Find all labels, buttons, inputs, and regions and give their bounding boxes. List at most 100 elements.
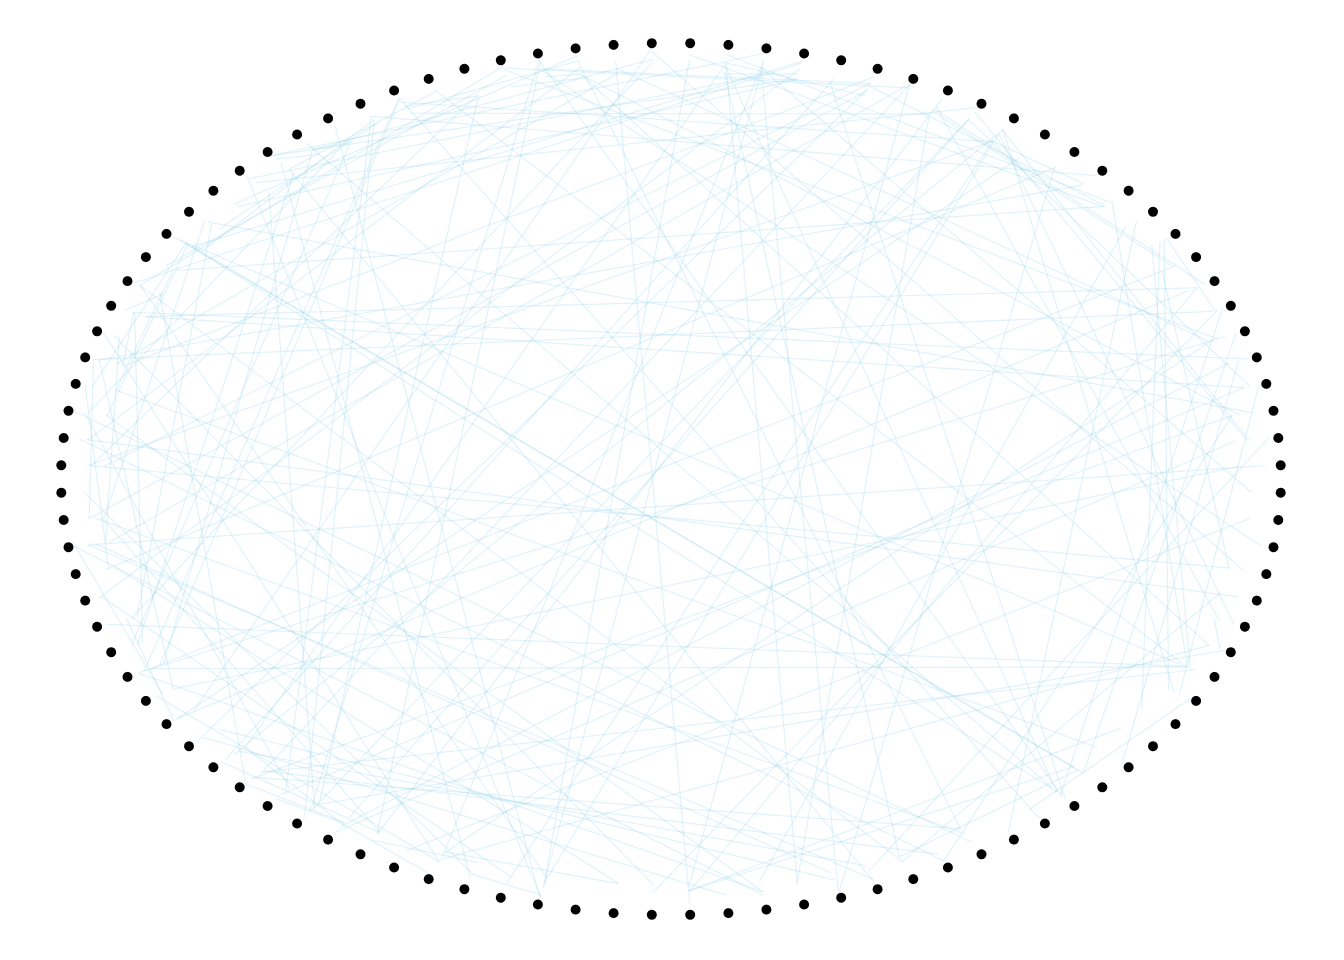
graph-edge — [867, 438, 1269, 872]
graph-edge — [504, 69, 1218, 340]
graph-edge — [94, 517, 966, 835]
graph-node — [1170, 719, 1181, 730]
graph-edge — [689, 54, 1104, 208]
graph-node — [122, 671, 133, 682]
graph-edge — [108, 82, 912, 544]
graph-edge — [233, 55, 578, 205]
graph-edge — [99, 68, 800, 599]
graph-edge — [725, 62, 799, 884]
graph-edge — [185, 243, 1058, 793]
graph-edge — [84, 384, 110, 570]
graph-node — [459, 884, 470, 895]
graph-edge — [88, 465, 1266, 546]
graph-edge — [105, 414, 764, 893]
graph-edge — [106, 243, 189, 416]
graph-edge — [289, 169, 875, 883]
graph-edge — [179, 240, 1075, 768]
graph-edge — [991, 140, 1085, 185]
graph-node — [532, 48, 543, 59]
graph-node — [1225, 647, 1236, 658]
graph-edge — [616, 67, 1209, 342]
graph-node — [58, 433, 69, 443]
graph-node — [63, 542, 74, 553]
graph-edge — [1002, 129, 1175, 693]
graph-edge — [317, 649, 1226, 806]
graph-edge — [725, 62, 865, 97]
graph-node — [292, 818, 303, 829]
graph-edge — [615, 60, 691, 904]
graph-edge — [1121, 360, 1240, 764]
graph-edge — [103, 219, 206, 518]
graph-node — [723, 908, 734, 919]
graph-edge — [174, 465, 1240, 690]
graph-edge — [334, 125, 541, 899]
graph-edge — [268, 190, 316, 809]
graph-edge — [401, 101, 993, 143]
graph-edge — [444, 851, 619, 885]
graph-node — [1191, 252, 1202, 263]
graph-edge — [285, 116, 372, 792]
graph-node — [106, 300, 117, 311]
graph-edge — [348, 119, 969, 818]
graph-edge — [371, 839, 479, 864]
graph-edge — [688, 766, 1075, 892]
graph-node — [161, 719, 172, 730]
graph-edge — [78, 438, 944, 862]
graph-node — [872, 63, 883, 74]
graph-node — [355, 849, 366, 860]
graph-edge — [249, 74, 762, 179]
graph-node — [234, 165, 245, 176]
graph-node — [1148, 206, 1158, 217]
graph-edge — [203, 736, 727, 896]
graph-edge — [759, 226, 1127, 882]
graph-edge — [442, 59, 765, 857]
graph-edge — [510, 77, 583, 88]
graph-edge — [74, 545, 163, 695]
graph-edge — [1001, 129, 1250, 441]
graph-edge — [688, 286, 1199, 893]
graph-edge — [145, 287, 1197, 318]
graph-node — [262, 801, 273, 811]
graph-node — [761, 43, 772, 54]
graph-node — [184, 206, 194, 217]
graph-edge — [177, 290, 1189, 720]
graph-edge — [250, 414, 1233, 780]
graph-node — [799, 48, 810, 59]
graph-edge — [88, 544, 874, 880]
graph-edge — [334, 440, 1237, 834]
graph-node — [389, 862, 400, 873]
graph-edge — [264, 84, 911, 771]
graph-node — [63, 405, 74, 416]
graph-edge — [312, 117, 970, 810]
graph-edge — [98, 359, 174, 690]
graph-edge — [580, 74, 1240, 416]
graph-edge — [143, 96, 400, 672]
graph-node — [56, 487, 67, 498]
graph-edge — [901, 592, 1221, 863]
graph-edge — [192, 246, 1083, 774]
graph-edge — [543, 59, 691, 886]
graph-node — [323, 834, 334, 845]
graph-edge — [132, 62, 802, 284]
graph-node — [1275, 487, 1286, 498]
graph-node — [1209, 671, 1220, 682]
graph-edge — [309, 58, 541, 813]
graph-node — [80, 595, 91, 606]
graph-edge — [271, 52, 767, 156]
graph-edge — [137, 172, 295, 645]
graph-edge — [101, 516, 380, 833]
graph-edge — [131, 61, 654, 619]
graph-edge — [90, 94, 479, 467]
graph-node — [1268, 542, 1279, 553]
graph-edge — [139, 285, 904, 862]
graph-edge — [1151, 244, 1191, 669]
graph-edge — [339, 362, 1230, 828]
graph-edge — [313, 141, 352, 151]
graph-edge — [105, 623, 1187, 668]
graph-edge — [206, 221, 1255, 414]
graph-edge — [935, 106, 1220, 621]
graph-node — [323, 113, 334, 124]
graph-node — [1275, 460, 1286, 471]
graph-node — [56, 460, 67, 471]
